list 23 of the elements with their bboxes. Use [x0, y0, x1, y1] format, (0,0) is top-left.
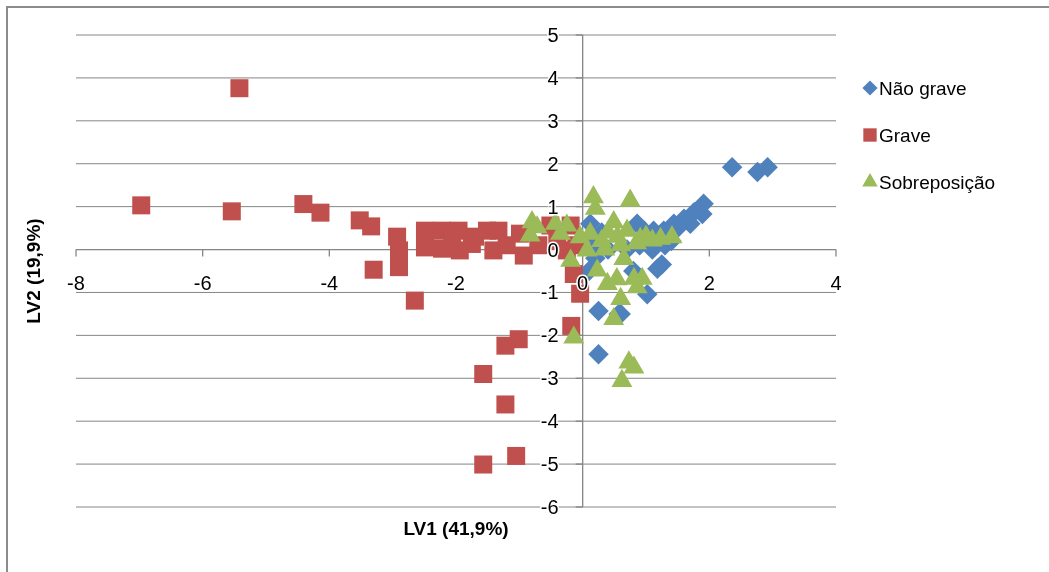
- y-tick-label: 3: [547, 109, 559, 132]
- y-tick-label: -3: [540, 367, 559, 390]
- legend-label: Sobreposição: [879, 172, 996, 193]
- y-tick-label: -5: [540, 453, 559, 476]
- x-tick-label: -6: [193, 271, 212, 294]
- x-tick-label: -8: [67, 271, 85, 294]
- x-tick-label: 4: [830, 271, 842, 294]
- x-tick-label: 2: [703, 271, 715, 294]
- y-axis-title: LV2 (19,9%): [23, 218, 44, 324]
- y-tick-label: 2: [547, 152, 559, 175]
- y-tick-label: -1: [540, 281, 559, 304]
- y-tick-label: 1: [547, 195, 559, 218]
- y-tick-label: 5: [547, 24, 559, 46]
- x-tick-label: -2: [447, 271, 465, 294]
- x-axis-title: LV1 (41,9%): [403, 518, 509, 539]
- legend-label: Grave: [879, 125, 931, 146]
- x-tick-label: -4: [320, 271, 339, 294]
- y-tick-label: -4: [540, 410, 559, 433]
- y-tick-label: -2: [540, 324, 559, 347]
- legend-label: Não grave: [879, 78, 967, 99]
- y-tick-label: 0: [547, 238, 559, 261]
- y-tick-label: 4: [547, 66, 559, 89]
- y-tick-label: -6: [540, 496, 559, 518]
